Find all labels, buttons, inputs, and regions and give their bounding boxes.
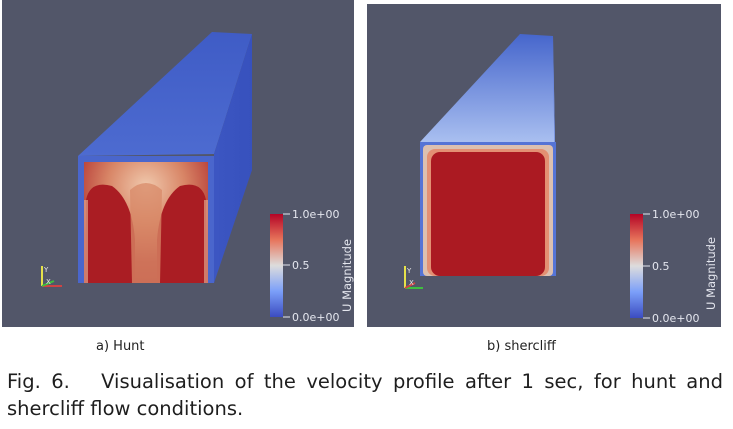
colorbar-tick-min: 0.0e+00 (652, 312, 699, 325)
svg-text:Y: Y (406, 267, 412, 275)
colorbar (630, 214, 643, 318)
colorbar-title: U Magnitude (704, 237, 718, 310)
figure-caption: Fig. 6. Visualisation of the velocity pr… (7, 370, 730, 420)
colorbar-tick-max: 1.0e+00 (292, 208, 339, 221)
axes-triad-icon: Y X (404, 266, 423, 289)
render-panel-hunt: Y X 1.0e+00 0.5 0.0e+00 U Magnitude (2, 0, 354, 327)
axes-triad-icon: Y X (41, 266, 62, 287)
colorbar-tick-mid: 0.5 (652, 260, 670, 273)
colorbar-tick-max: 1.0e+00 (652, 208, 699, 221)
duct-top-face (420, 34, 555, 142)
svg-text:X: X (409, 279, 414, 287)
svg-text:Y: Y (43, 266, 49, 274)
colorbar-tick-min: 0.0e+00 (292, 311, 339, 324)
colorbar (270, 214, 283, 317)
duct-side-face (214, 34, 252, 283)
duct-top-face (78, 32, 252, 156)
subfigure-label-a: a) Hunt (96, 339, 145, 354)
subfigure-label-b: b) shercliff (487, 339, 556, 354)
svg-text:X: X (46, 278, 51, 286)
render-panel-shercliff: Y X 1.0e+00 0.5 0.0e+00 U Magnitude (367, 4, 721, 327)
colorbar-title: U Magnitude (340, 239, 354, 312)
colorbar-tick-mid: 0.5 (292, 259, 310, 272)
